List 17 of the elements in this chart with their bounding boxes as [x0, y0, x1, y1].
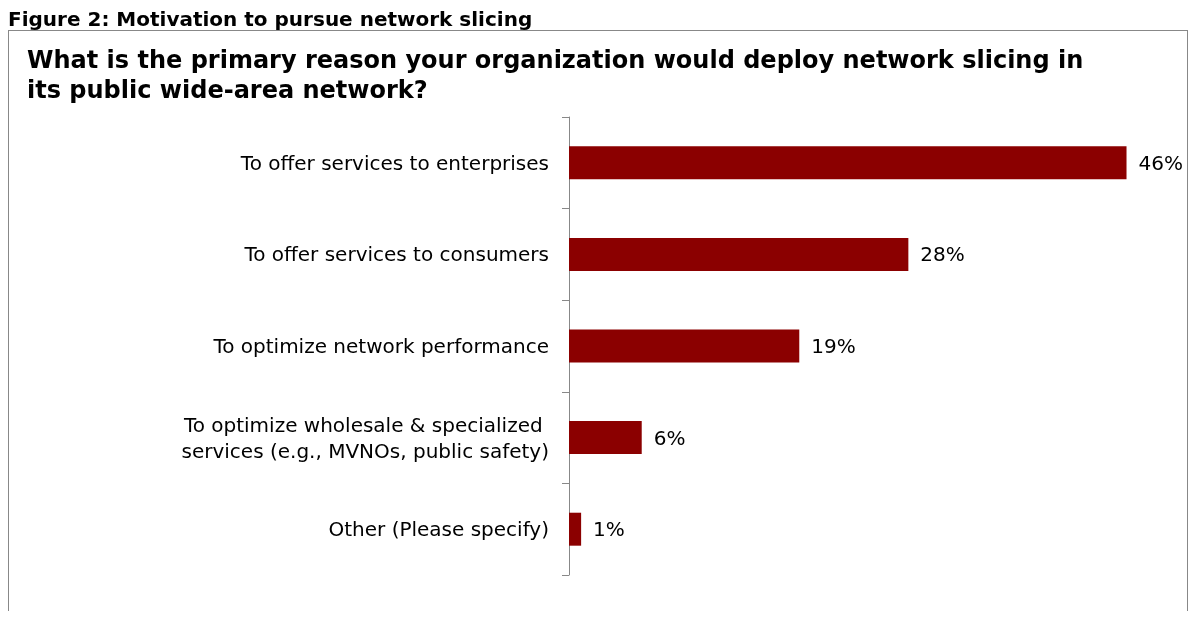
- data-label: 1%: [593, 517, 625, 542]
- y-tick-label: To optimize network performance: [212, 334, 549, 358]
- chart-subtitle: What is the primary reason your organization would deploy network slicing in its public wide-area network?: [26, 45, 1085, 105]
- bar: [569, 421, 642, 455]
- y-tick-label: To offer services to consumers: [243, 242, 549, 267]
- text: Figure 2: Motivation to pursue network slicing: [8, 7, 534, 31]
- bar: [569, 237, 909, 271]
- y-tick-label: Other (Please specify): [328, 517, 549, 542]
- data-label: 6%: [653, 425, 686, 450]
- data-label: 46%: [1138, 150, 1183, 175]
- bar: [569, 329, 800, 363]
- bar: [569, 512, 582, 546]
- y-tick-label: To offer services to enterprises: [239, 150, 549, 175]
- bar: [569, 146, 1127, 180]
- data-label: 28%: [920, 242, 965, 267]
- data-label: 19%: [811, 334, 856, 358]
- y-tick-label: To optimize wholesale & specialized services (e.g., MVNOs, public safety): [181, 412, 549, 463]
